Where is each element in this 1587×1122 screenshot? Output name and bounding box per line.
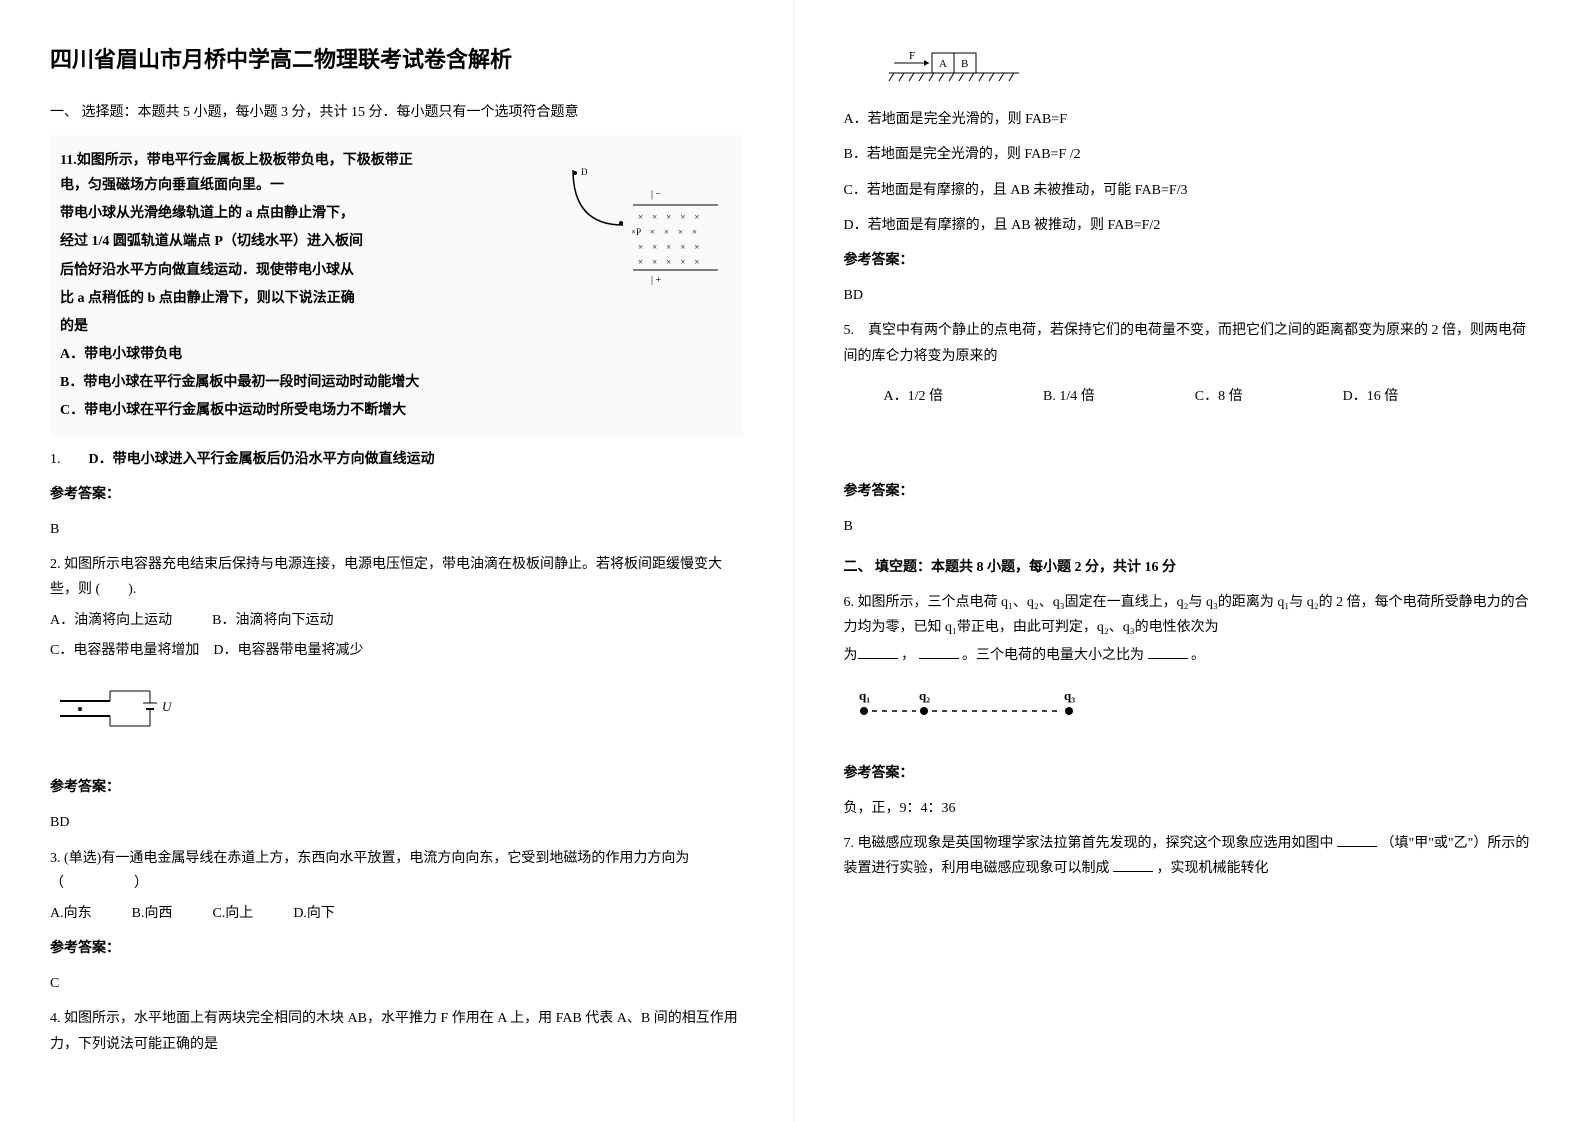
- q2-optD: D．电容器带电量将减少: [213, 643, 363, 658]
- q2-answer-label: 参考答案：: [50, 775, 743, 800]
- q4-answer-label: 参考答案：: [844, 248, 1538, 273]
- q7-blank2: [1113, 858, 1153, 872]
- q1-answer: B: [50, 517, 743, 542]
- question-6: 6. 如图所示，三个点电荷 q₁、q₂、q₃固定在一直线上，q₂与 q₃的距离为…: [844, 590, 1538, 751]
- q7-text3: ，实现机械能转化: [1157, 861, 1269, 876]
- q5-optA: A．1/2 倍: [884, 384, 944, 409]
- q1-optC: C．带电小球在平行金属板中运动时所受电场力不断增大: [60, 398, 430, 423]
- q4-text: 4. 如图所示，水平地面上有两块完全相同的木块 AB，水平推力 F 作用在 A …: [50, 1006, 743, 1056]
- q5-optB: B. 1/4 倍: [1043, 384, 1095, 409]
- page-title: 四川省眉山市月桥中学高二物理联考试卷含解析: [50, 40, 743, 80]
- svg-text:q₃: q₃: [1064, 688, 1075, 703]
- q5-text: 5. 真空中有两个静止的点电荷，若保持它们的电荷量不变，而把它们之间的距离都变为…: [844, 318, 1538, 368]
- question-2: 2. 如图所示电容器充电结束后保持与电源连接，电源电压恒定，带电油滴在极板间静止…: [50, 552, 743, 765]
- q1-line3: 经过 1/4 圆弧轨道从端点 P（切线水平）进入板间: [60, 229, 430, 254]
- q1-line5: 比 a 点稍低的 b 点由静止滑下，则以下说法正确: [60, 286, 430, 311]
- q2-optA: A．油滴将向上运动: [50, 608, 172, 633]
- q1-num: 1.: [50, 452, 61, 467]
- q1-line4: 后恰好沿水平方向做直线运动．现使带电小球从: [60, 258, 430, 283]
- svg-text:| +: | +: [651, 275, 662, 285]
- q6-answer: 负，正，9：4：36: [844, 796, 1538, 821]
- q7-text1: 7. 电磁感应现象是英国物理学家法拉第首先发现的，探究这个现象应选用如图中: [844, 836, 1338, 851]
- q6-text4: 。: [1191, 648, 1205, 663]
- svg-text:× × × × ×: × × × × ×: [638, 257, 699, 267]
- q3-optD: D.向下: [293, 901, 335, 926]
- q3-optA: A.向东: [50, 901, 92, 926]
- q1-line6: 的是: [60, 314, 430, 339]
- q6-answer-label: 参考答案：: [844, 761, 1538, 786]
- q6-blank3: [1148, 645, 1188, 659]
- svg-text:| −: | −: [651, 189, 662, 200]
- q4-optB: B．若地面是完全光滑的，则 FAB=F /2: [844, 142, 1538, 167]
- q6-text-wei: 为: [844, 648, 858, 663]
- svg-text:A: A: [939, 58, 947, 70]
- q1-optB: B．带电小球在平行金属板中最初一段时间运动时动能增大: [60, 370, 430, 395]
- q1-diagram: D | − × × × × × ×P × × × × × × × × × × ×…: [563, 165, 723, 285]
- svg-text:× × × × ×: × × × × ×: [638, 212, 699, 222]
- q6-blank2: [919, 645, 959, 659]
- svg-text:×P × × × ×: ×P × × × ×: [631, 227, 697, 237]
- q3-answer: C: [50, 971, 743, 996]
- q2-text: 2. 如图所示电容器充电结束后保持与电源连接，电源电压恒定，带电油滴在极板间静止…: [50, 552, 743, 602]
- q5-answer: B: [844, 514, 1538, 539]
- section1-title: 一、 选择题：本题共 5 小题，每小题 3 分，共计 15 分．每小题只有一个选…: [50, 100, 743, 125]
- q6-blank1: [858, 645, 898, 659]
- q1-optD: D．带电小球进入平行金属板后仍沿水平方向做直线运动: [89, 452, 435, 467]
- q2-optC: C．电容器带电量将增加: [50, 643, 199, 658]
- q3-optB: B.向西: [132, 901, 173, 926]
- q3-optC: C.向上: [212, 901, 253, 926]
- q6-text1: 6. 如图所示，三个点电荷 q₁、q₂、q₃固定在一直线上，q₂与 q₃的距离为…: [844, 590, 1538, 640]
- q5-optD: D．16 倍: [1343, 384, 1399, 409]
- q4-diagram: F A B: [884, 45, 1024, 90]
- svg-text:q₂: q₂: [919, 688, 930, 703]
- section2-title: 二、 填空题：本题共 8 小题，每小题 2 分，共计 16 分: [844, 555, 1538, 580]
- q1-line2: 带电小球从光滑绝缘轨道上的 a 点由静止滑下，: [60, 201, 430, 226]
- q6-text3: 。三个电荷的电量大小之比为: [962, 648, 1144, 663]
- q1-prefix: 11.: [60, 153, 77, 168]
- q2-optB: B．油滴将向下运动: [212, 608, 333, 633]
- q4-optD: D．若地面是有摩擦的，且 AB 被推动，则 FAB=F/2: [844, 213, 1538, 238]
- q3-text: 3. (单选)有一通电金属导线在赤道上方，东西向水平放置，电流方向向东，它受到地…: [50, 846, 743, 896]
- q5-optC: C．8 倍: [1195, 384, 1243, 409]
- question-7: 7. 电磁感应现象是英国物理学家法拉第首先发现的，探究这个现象应选用如图中 （填…: [844, 831, 1538, 881]
- q2-answer: BD: [50, 810, 743, 835]
- svg-text:U: U: [162, 699, 173, 714]
- svg-text:q₁: q₁: [859, 688, 870, 703]
- svg-text:× × × × ×: × × × × ×: [638, 242, 699, 252]
- svg-text:F: F: [909, 50, 915, 62]
- q4-optA: A．若地面是完全光滑的，则 FAB=F: [844, 107, 1538, 132]
- question-5: 5. 真空中有两个静止的点电荷，若保持它们的电荷量不变，而把它们之间的距离都变为…: [844, 318, 1538, 409]
- svg-text:B: B: [961, 58, 968, 70]
- svg-text:D: D: [581, 167, 588, 177]
- q5-answer-label: 参考答案：: [844, 479, 1538, 504]
- q1-optA: A．带电小球带负电: [60, 342, 430, 367]
- q4-optC: C．若地面是有摩擦的，且 AB 未被推动，可能 FAB=F/3: [844, 178, 1538, 203]
- question-4: 4. 如图所示，水平地面上有两块完全相同的木块 AB，水平推力 F 作用在 A …: [50, 1006, 743, 1056]
- q7-blank1: [1337, 833, 1377, 847]
- q1-answer-label: 参考答案：: [50, 482, 743, 507]
- q6-diagram: q₁ q₂ q₃: [844, 686, 1124, 726]
- q4-answer: BD: [844, 283, 1538, 308]
- question-1: 11.如图所示，带电平行金属板上极板带负电，下极板带正电，匀强磁场方向垂直纸面向…: [50, 135, 743, 472]
- q1-line1: 如图所示，带电平行金属板上极板带负电，下极板带正电，匀强磁场方向垂直纸面向里。一: [60, 153, 413, 193]
- q3-answer-label: 参考答案：: [50, 936, 743, 961]
- q6-text2: ，: [901, 648, 915, 663]
- question-3: 3. (单选)有一通电金属导线在赤道上方，东西向水平放置，电流方向向东，它受到地…: [50, 846, 743, 927]
- q2-diagram: U: [50, 681, 190, 741]
